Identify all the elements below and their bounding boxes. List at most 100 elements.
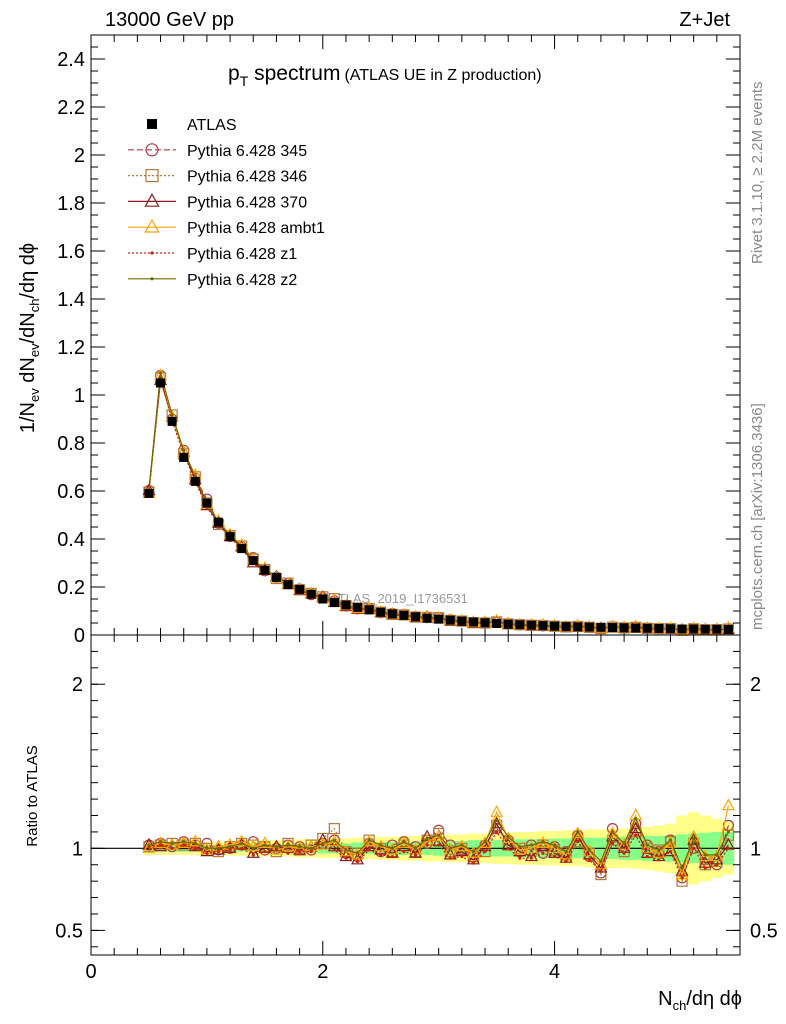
ratio-series-point: [524, 849, 538, 862]
legend-label: Pythia 6.428 ambt1: [187, 220, 325, 237]
ratio-series-point: [715, 853, 719, 857]
ratio-series-point: [443, 842, 457, 855]
ratio-series-point: [263, 843, 267, 847]
ratio-series-point: [309, 850, 313, 854]
ratio-series-point: [235, 834, 249, 847]
ratio-series-point: [513, 842, 527, 855]
main-series-point: [158, 371, 163, 375]
ratio-y-axis-label: Ratio to ATLAS: [24, 745, 41, 846]
ratio-series-point: [518, 845, 522, 849]
ratio-series-point: [182, 843, 186, 847]
ratio-series-point: [668, 850, 673, 854]
ratio-series-point: [692, 846, 696, 850]
ratio-series-point: [645, 854, 649, 859]
y-tick-label: 0.2: [57, 577, 85, 599]
atlas-data-point: [584, 622, 594, 632]
ratio-series-point: [448, 846, 452, 850]
ratio-series-point: [610, 841, 615, 846]
ratio-series-point: [559, 847, 573, 860]
atlas-data-point: [387, 609, 397, 619]
ratio-series-point: [309, 846, 313, 850]
ratio-series-point: [193, 846, 197, 850]
atlas-data-point: [723, 624, 733, 634]
ratio-series-point: [471, 861, 476, 865]
main-axes: 0 0.2 0.4 0.6 0.8 1 1.2 1.4 1.6 1.8 2 2.2 2.4: [57, 35, 741, 955]
ratio-series-point: [680, 876, 684, 880]
ratio-series-point: [228, 848, 232, 852]
ratio-series-point: [652, 846, 666, 858]
ratio-series-point: [653, 844, 665, 856]
atlas-data-point: [492, 618, 502, 628]
y-tick-label: 2.4: [57, 49, 85, 71]
ratio-series-point: [645, 843, 649, 847]
legend-label: Pythia 6.428 346: [187, 169, 307, 186]
ratio-axes: 0 2 4 0.5 0.5 1 1 2 2: [55, 650, 778, 983]
ratio-series-point: [332, 848, 336, 852]
ratio-series-point: [524, 841, 538, 853]
ratio-series-point: [344, 856, 348, 860]
atlas-data-point: [689, 624, 699, 634]
atlas-data-point: [341, 600, 351, 610]
atlas-data-point: [445, 615, 455, 625]
atlas-data-point: [283, 580, 293, 590]
legend-marker: [144, 218, 160, 233]
x-axis-label: Nch/dη dϕ: [658, 988, 742, 1013]
ratio-series-point: [478, 836, 492, 849]
atlas-data-point: [642, 623, 652, 633]
ratio-series-point: [286, 851, 290, 855]
atlas-data-point: [260, 565, 270, 575]
atlas-data-point: [503, 619, 513, 629]
atlas-data-point: [480, 618, 490, 628]
atlas-data-point: [225, 532, 235, 542]
main-series-point: [170, 413, 174, 417]
chart-title: pT spectrum (ATLAS UE in Z production): [228, 62, 542, 89]
ratio-series-point: [536, 839, 550, 852]
ratio-series-point: [402, 840, 406, 844]
legend-marker: [144, 192, 160, 207]
ratio-series-point: [541, 840, 545, 844]
ratio-series-point: [726, 830, 731, 834]
ratio-series-point: [397, 836, 411, 849]
ratio-series-point: [437, 843, 441, 847]
ratio-series-point: [460, 854, 464, 859]
y-tick-label: 0.6: [57, 481, 85, 503]
ratio-series-point: [420, 829, 434, 842]
ratio-series: [142, 798, 735, 887]
ratio-series-point: [610, 830, 615, 834]
ratio-series-point: [582, 844, 596, 857]
ratio-series-point: [483, 840, 487, 844]
ratio-y-tick-label-right: 2: [750, 674, 761, 696]
ratio-series-point: [587, 848, 591, 852]
ratio-series-point: [699, 859, 711, 871]
ratio-series-point: [606, 826, 620, 839]
ratio-series-point: [228, 845, 232, 849]
y-tick-label: 0.4: [57, 529, 85, 551]
atlas-data-point: [376, 607, 386, 617]
ratio-series-line: [148, 822, 729, 873]
mcplots-label: mcplots.cern.ch [arXiv:1306.3436]: [749, 403, 766, 630]
ratio-series-point: [274, 845, 279, 849]
y-tick-label: 1: [74, 385, 85, 407]
ratio-series-point: [367, 838, 371, 842]
ratio-series-point: [490, 816, 504, 829]
ratio-series-point: [576, 830, 580, 834]
ratio-series-point: [413, 853, 418, 857]
atlas-data-point: [144, 488, 154, 498]
ratio-series-point: [332, 838, 336, 842]
ratio-series-point: [629, 821, 643, 834]
ratio-series-point: [680, 866, 684, 870]
legend-marker: [147, 119, 157, 129]
ratio-series-point: [529, 856, 533, 860]
ratio-series-point: [564, 850, 568, 854]
atlas-data-point: [457, 616, 467, 626]
legend: ATLAS Pythia 6.428 345 Pythia 6.428 346 Pyt…: [128, 117, 325, 289]
ratio-series-point: [258, 836, 272, 849]
main-series-point: [182, 448, 186, 452]
atlas-data-point: [411, 612, 420, 622]
ratio-series-point: [158, 840, 163, 844]
ratio-series-point: [158, 843, 163, 847]
legend-label: ATLAS: [187, 117, 237, 134]
atlas-data-point: [190, 476, 200, 486]
atlas-data-point: [167, 416, 177, 426]
ratio-series-point: [251, 846, 255, 850]
